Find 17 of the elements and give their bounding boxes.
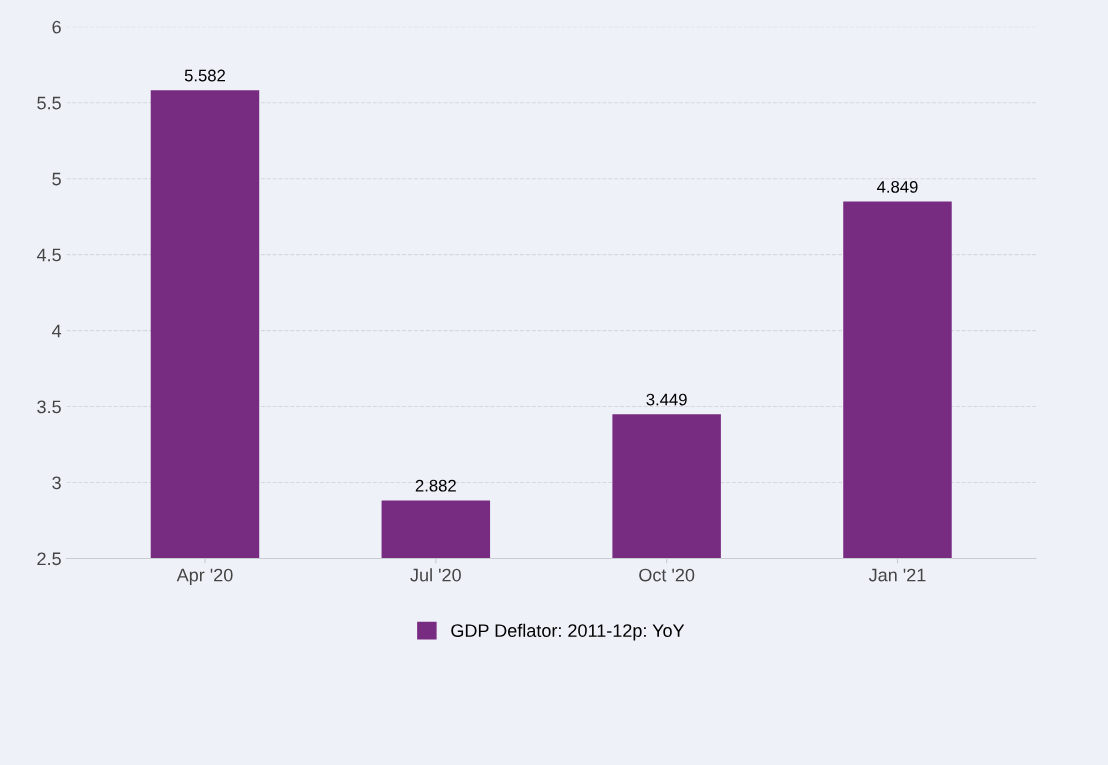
data-label: 5.582	[184, 69, 225, 82]
y-tick-label: 2.5	[37, 552, 61, 566]
y-tick-label: 3.5	[37, 400, 61, 414]
x-tick-label: Jul '20	[410, 568, 461, 582]
y-tick-label: 3	[52, 476, 61, 490]
y-tick-label: 4.5	[36, 248, 61, 262]
x-tick-label: Apr '20	[176, 568, 233, 585]
data-label: 4.849	[877, 180, 918, 193]
data-label: 3.449	[646, 393, 687, 406]
data-label: 2.882	[415, 479, 456, 492]
y-tick-label: 5.5	[37, 96, 61, 110]
y-tick-label: 4	[51, 324, 62, 338]
x-tick-label: Jan '21	[868, 568, 926, 582]
y-tick-label: 5	[52, 172, 61, 186]
x-tick-label: Oct '20	[639, 568, 695, 582]
y-tick-label: 6	[52, 20, 61, 34]
legend-label: GDP Deflator: 2011-12p: YoY	[451, 623, 685, 641]
